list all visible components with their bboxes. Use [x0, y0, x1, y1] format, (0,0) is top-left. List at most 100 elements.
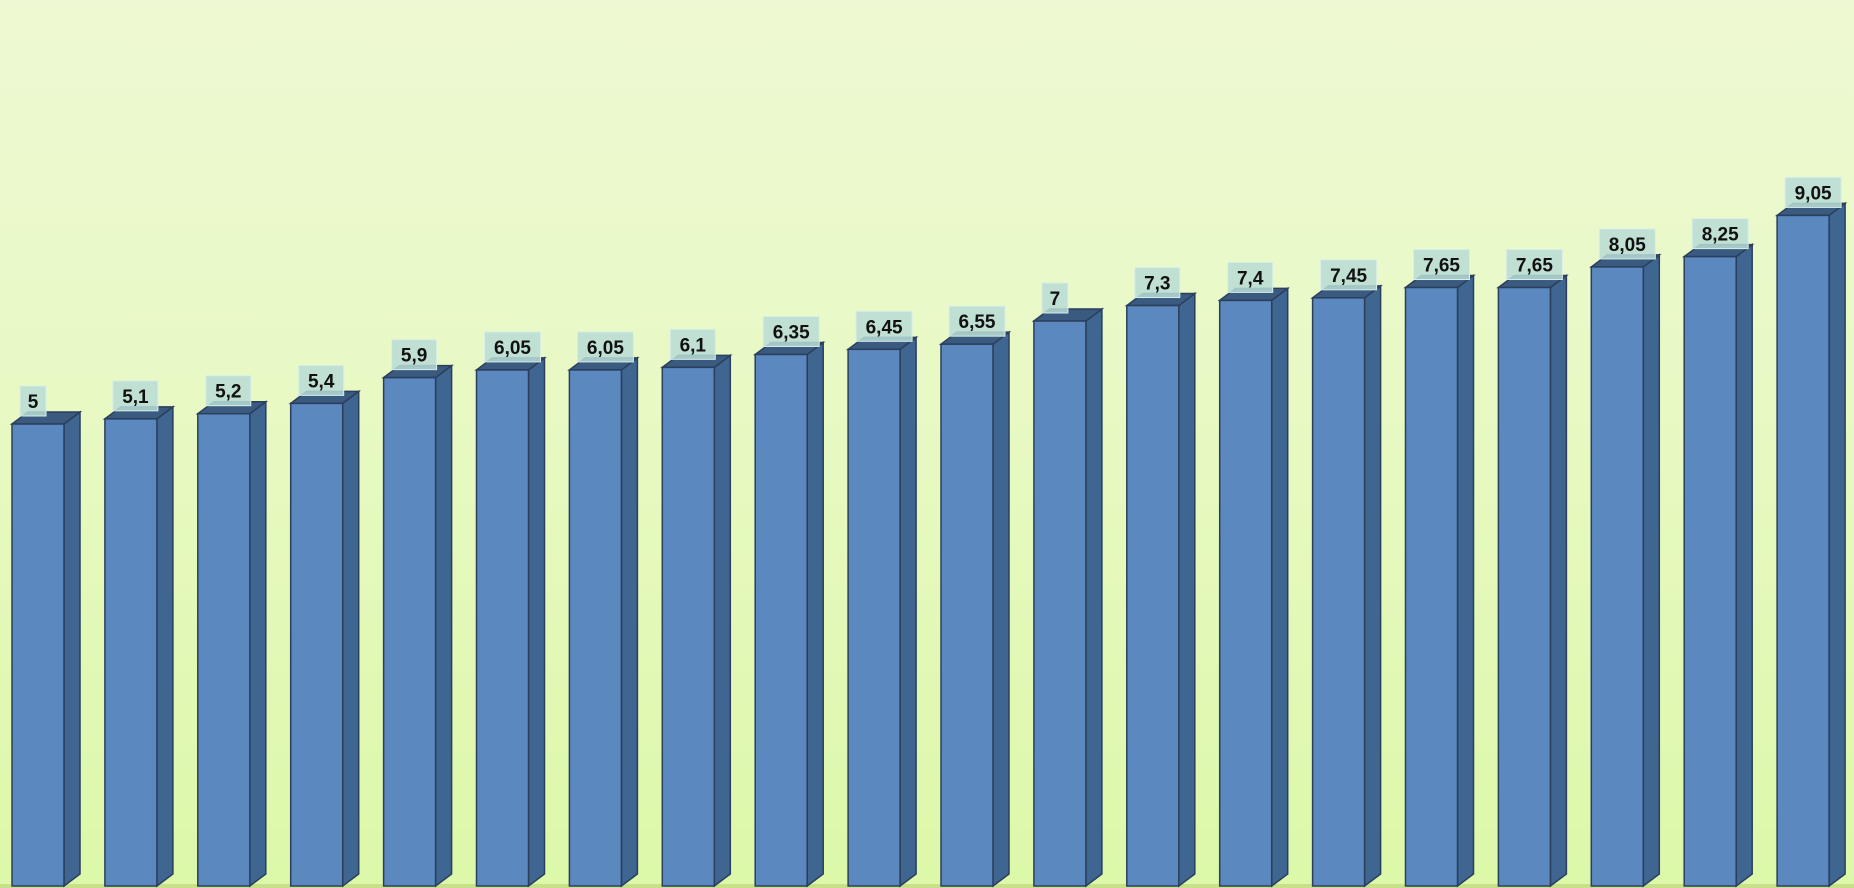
chart-floor-layer	[0, 884, 1854, 888]
data-label-box	[391, 339, 438, 371]
bar	[1404, 286, 1459, 887]
data-label-box	[1691, 218, 1749, 250]
bar	[1218, 299, 1273, 887]
bar-group	[102, 405, 176, 888]
data-label-group: 5,9	[391, 339, 438, 371]
bar	[382, 376, 437, 887]
data-label-group: 7,65	[1413, 249, 1470, 281]
bar	[661, 366, 716, 887]
data-label-group: 5,1	[112, 380, 159, 412]
bar-group	[9, 410, 83, 888]
data-label-group: 7,45	[1320, 259, 1378, 291]
data-label: 6,45	[866, 317, 903, 338]
bar	[289, 402, 344, 887]
bar-side-face	[1456, 274, 1475, 888]
bar	[1126, 304, 1180, 887]
data-labels-layer: 5 5,1 5,2 5,4 5,9 6,05 6,05 6,1 6,35 6,45 6,55 7 7,3…	[19, 176, 1842, 417]
data-label-box	[1413, 249, 1470, 281]
bar	[1683, 255, 1737, 887]
bar-side-face	[249, 400, 267, 888]
data-label-box	[1320, 259, 1378, 291]
bar-group	[752, 340, 826, 888]
bar-side-face	[620, 356, 639, 888]
data-label: 8,25	[1702, 225, 1739, 246]
data-label-group: 5	[19, 385, 47, 417]
bar-side-face	[1085, 307, 1103, 888]
bar	[104, 418, 158, 887]
data-label: 5,1	[122, 387, 149, 408]
bar	[11, 423, 65, 887]
data-label-group: 5,2	[205, 375, 252, 407]
data-label-group: 6,55	[948, 305, 1006, 337]
data-label-group: 7	[1041, 282, 1069, 314]
bar-side-face	[156, 405, 174, 888]
data-label-group: 9,05	[1784, 176, 1842, 208]
data-label-box	[1784, 176, 1842, 208]
bar-side-face	[1735, 243, 1753, 888]
data-label: 6,35	[773, 322, 810, 343]
data-label-box	[948, 305, 1006, 337]
bar-group	[195, 400, 269, 888]
data-label-group: 6,05	[484, 331, 541, 363]
bar	[475, 369, 530, 887]
bars-layer	[9, 201, 1848, 888]
bar-side-face	[434, 364, 453, 888]
bar-side-face	[341, 389, 360, 888]
data-label-box	[1505, 249, 1563, 281]
bar-group	[288, 389, 361, 888]
bar-group	[1774, 201, 1848, 888]
bar-side-face	[713, 353, 732, 888]
bar	[1776, 214, 1830, 887]
bar-side-face	[63, 410, 81, 888]
data-label: 8,05	[1609, 235, 1646, 256]
data-label: 7	[1050, 289, 1061, 310]
data-label-box	[298, 364, 345, 396]
bar-group	[381, 364, 454, 888]
data-label-box	[1134, 267, 1181, 299]
bar-group	[1031, 307, 1105, 888]
bar-group	[567, 356, 640, 888]
bar-side-face	[806, 340, 824, 888]
bar-group	[1403, 274, 1476, 888]
data-label: 6,05	[494, 338, 531, 359]
data-label-box	[855, 310, 913, 342]
bar	[847, 348, 901, 887]
bar-side-face	[527, 356, 546, 888]
bar-side-face	[1828, 201, 1846, 888]
data-label-group: 8,25	[1691, 218, 1749, 250]
data-label: 6,05	[587, 338, 624, 359]
bar-group	[474, 356, 547, 888]
data-label: 9,05	[1795, 183, 1832, 204]
data-label-group: 7,4	[1227, 261, 1274, 293]
bar-group	[845, 335, 919, 888]
data-label-group: 8,05	[1598, 228, 1656, 260]
data-label-group: 7,65	[1505, 249, 1563, 281]
data-label-box	[576, 331, 634, 363]
data-label: 5,2	[215, 382, 241, 403]
chart-floor	[0, 884, 1854, 888]
bar	[1033, 320, 1087, 887]
data-label-group: 6,05	[576, 331, 634, 363]
bar	[197, 412, 251, 887]
data-label: 5	[28, 392, 39, 413]
data-label-box	[1227, 261, 1274, 293]
bar-group	[660, 353, 733, 888]
data-label-group: 6,35	[762, 315, 820, 347]
data-label-group: 5,4	[298, 364, 345, 396]
data-label-group: 7,3	[1134, 267, 1181, 299]
bar-group	[1681, 243, 1755, 888]
bar	[940, 343, 994, 887]
bar-side-face	[1178, 292, 1196, 888]
data-label-box	[112, 380, 159, 412]
data-label-box	[669, 328, 716, 360]
data-label-box	[1598, 228, 1656, 260]
data-label: 7,65	[1516, 256, 1553, 277]
data-label: 7,4	[1237, 268, 1264, 289]
data-label: 5,9	[401, 346, 427, 367]
bar-group	[938, 330, 1012, 888]
bar	[1311, 297, 1366, 887]
bar	[1590, 266, 1645, 887]
data-label-box	[1041, 282, 1069, 314]
